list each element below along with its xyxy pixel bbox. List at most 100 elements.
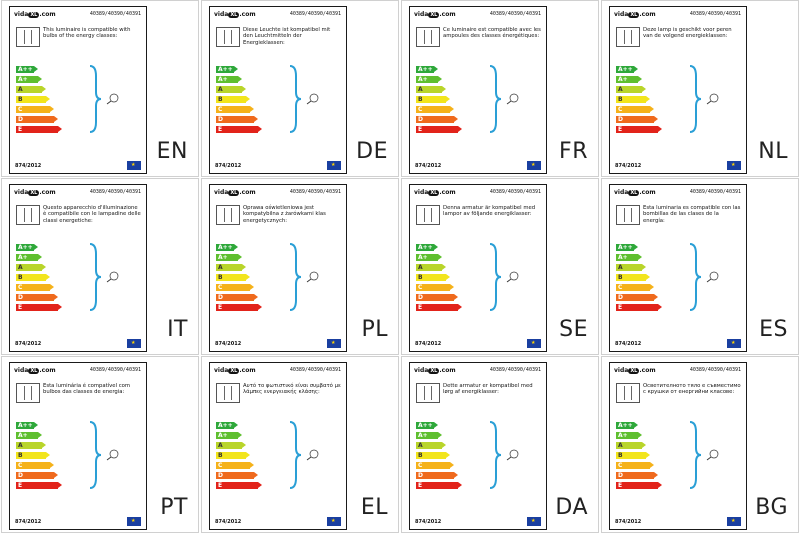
- energy-label-card: vida XL .com 40389/40390/40391 Dette armatur…: [409, 362, 547, 530]
- regulation-number: 874/2012: [15, 163, 42, 169]
- star-icon: ★: [531, 518, 536, 524]
- regulation-number: 874/2012: [215, 519, 242, 525]
- energy-label-panel-fr: vida XL .com 40389/40390/40391 Ce luminaire …: [401, 0, 599, 177]
- language-code: PL: [361, 317, 388, 342]
- energy-class-bar: C: [416, 106, 454, 113]
- energy-label-card: vida XL .com 40389/40390/40391 Oprawa oświet…: [209, 184, 347, 352]
- energy-class-bar: E: [16, 482, 62, 489]
- energy-label-panel-bg: vida XL .com 40389/40390/40391 Осветителното…: [601, 356, 799, 533]
- regulation-number: 874/2012: [15, 519, 42, 525]
- compatibility-text: Αυτό το φωτιστικό είναι συμβατό με λάμπε…: [243, 383, 341, 396]
- energy-class-bar: C: [616, 462, 654, 469]
- eu-flag-icon: ★: [527, 517, 541, 526]
- vidaxl-logo: vida XL .com: [214, 11, 256, 18]
- luminaire-icon: [216, 27, 240, 47]
- eu-flag-icon: ★: [727, 339, 741, 348]
- luminaire-icon: [416, 205, 440, 225]
- vidaxl-logo: vida XL .com: [14, 11, 56, 18]
- energy-label-panel-pl: vida XL .com 40389/40390/40391 Oprawa oświet…: [201, 178, 399, 355]
- regulation-number: 874/2012: [15, 341, 42, 347]
- product-codes: 40389/40390/40391: [89, 189, 141, 195]
- energy-class-scale: A++ A+ A B C D E: [416, 244, 462, 314]
- energy-class-bar: A++: [416, 244, 438, 251]
- energy-label-card: vida XL .com 40389/40390/40391 Denna armatur…: [409, 184, 547, 352]
- compatibility-text: Denna armatur är kompatibel med lampor a…: [443, 205, 536, 218]
- energy-label-panel-se: vida XL .com 40389/40390/40391 Denna armatur…: [401, 178, 599, 355]
- lightbulb-icon: [506, 271, 519, 283]
- star-icon: ★: [131, 340, 136, 346]
- product-codes: 40389/40390/40391: [89, 11, 141, 17]
- energy-class-bar: E: [616, 482, 662, 489]
- energy-class-scale: A++ A+ A B C D E: [216, 422, 262, 492]
- energy-class-scale: A++ A+ A B C D E: [16, 422, 62, 492]
- language-code: PT: [160, 495, 188, 520]
- energy-class-bar: B: [16, 96, 50, 103]
- luminaire-icon: [616, 383, 640, 403]
- energy-class-bar: D: [616, 116, 658, 123]
- energy-class-bar: E: [616, 304, 662, 311]
- vidaxl-logo: vida XL .com: [14, 189, 56, 196]
- energy-class-scale: A++ A+ A B C D E: [16, 66, 62, 136]
- energy-class-bar: D: [216, 116, 258, 123]
- energy-class-bar: A++: [416, 422, 438, 429]
- energy-label-panel-en: vida XL .com 40389/40390/40391 This luminair…: [1, 0, 199, 177]
- regulation-number: 874/2012: [415, 341, 442, 347]
- energy-label-panel-es: vida XL .com 40389/40390/40391 Esta luminari…: [601, 178, 799, 355]
- energy-class-bar: A+: [16, 432, 42, 439]
- energy-class-bar: A: [616, 264, 646, 271]
- energy-class-bar: D: [416, 294, 458, 301]
- lightbulb-icon: [506, 449, 519, 461]
- compatibility-text: Deze lamp is geschikt voor peren van de …: [643, 27, 732, 40]
- vidaxl-logo: vida XL .com: [214, 367, 256, 374]
- vidaxl-logo: vida XL .com: [414, 189, 456, 196]
- regulation-number: 874/2012: [415, 519, 442, 525]
- energy-class-bar: C: [16, 284, 54, 291]
- product-codes: 40389/40390/40391: [489, 367, 541, 373]
- lightbulb-icon: [706, 449, 719, 461]
- energy-class-bar: D: [416, 472, 458, 479]
- eu-flag-icon: ★: [327, 339, 341, 348]
- compatibility-text: Oprawa oświetleniowa jest kompatybilna z…: [243, 205, 326, 224]
- energy-class-bar: C: [216, 462, 254, 469]
- energy-class-bar: C: [16, 462, 54, 469]
- energy-class-bar: A+: [416, 432, 442, 439]
- brace-icon: [89, 243, 102, 311]
- energy-class-scale: A++ A+ A B C D E: [616, 244, 662, 314]
- luminaire-icon: [416, 27, 440, 47]
- energy-class-bar: B: [16, 452, 50, 459]
- regulation-number: 874/2012: [615, 341, 642, 347]
- energy-class-bar: A++: [216, 66, 238, 73]
- energy-class-bar: A: [416, 86, 446, 93]
- energy-class-bar: A+: [216, 76, 242, 83]
- energy-class-bar: A+: [216, 432, 242, 439]
- energy-label-card: vida XL .com 40389/40390/40391 Esta luminári…: [9, 362, 147, 530]
- energy-label-panel-it: vida XL .com 40389/40390/40391 Questo appare…: [1, 178, 199, 355]
- energy-class-bar: D: [16, 294, 58, 301]
- energy-class-bar: B: [216, 274, 250, 281]
- lightbulb-icon: [706, 271, 719, 283]
- energy-class-scale: A++ A+ A B C D E: [416, 66, 462, 136]
- vidaxl-logo: vida XL .com: [214, 189, 256, 196]
- energy-class-bar: A+: [616, 254, 642, 261]
- compatibility-text: Dette armatur er kompatibel med lørg af …: [443, 383, 533, 396]
- eu-flag-icon: ★: [727, 517, 741, 526]
- product-codes: 40389/40390/40391: [489, 11, 541, 17]
- energy-class-bar: D: [16, 116, 58, 123]
- eu-flag-icon: ★: [527, 161, 541, 170]
- energy-class-bar: A++: [16, 66, 38, 73]
- lightbulb-icon: [306, 93, 319, 105]
- energy-label-card: vida XL .com 40389/40390/40391 Esta luminari…: [609, 184, 747, 352]
- product-codes: 40389/40390/40391: [89, 367, 141, 373]
- energy-class-bar: E: [16, 304, 62, 311]
- luminaire-icon: [16, 205, 40, 225]
- energy-class-bar: B: [216, 452, 250, 459]
- compatibility-text: Осветителното тяло е съвместимо с крушки…: [643, 383, 741, 396]
- star-icon: ★: [331, 162, 336, 168]
- energy-class-bar: D: [616, 472, 658, 479]
- energy-class-bar: C: [416, 284, 454, 291]
- energy-label-panel-el: vida XL .com 40389/40390/40391 Αυτό το φωτισ…: [201, 356, 399, 533]
- energy-class-scale: A++ A+ A B C D E: [16, 244, 62, 314]
- energy-class-bar: C: [16, 106, 54, 113]
- energy-class-bar: D: [416, 116, 458, 123]
